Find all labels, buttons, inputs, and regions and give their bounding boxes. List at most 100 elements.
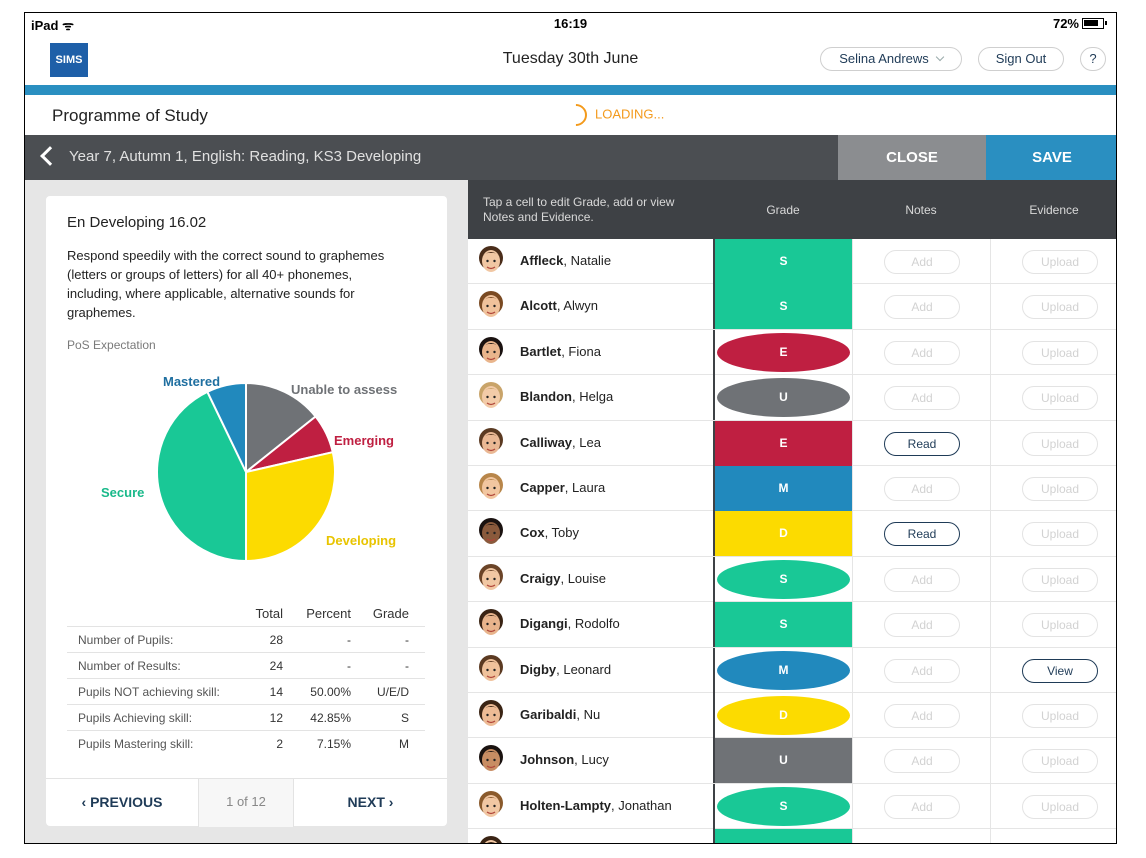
grade-badge[interactable]: S (715, 602, 852, 648)
table-row[interactable]: Blandon, Helga U Add Upload (468, 375, 1116, 421)
grade-badge[interactable] (715, 829, 852, 843)
grade-cell[interactable]: U (713, 375, 852, 421)
notes-cell[interactable]: Add (852, 375, 990, 421)
evidence-cell[interactable]: Upload (990, 329, 1116, 375)
evidence-cell[interactable]: Upload (990, 465, 1116, 511)
notes-cell[interactable]: Add (852, 329, 990, 375)
grade-cell[interactable]: U (713, 738, 852, 784)
evidence-button[interactable]: Upload (1022, 703, 1098, 728)
evidence-button[interactable]: View (1022, 658, 1098, 683)
grade-badge[interactable]: E (715, 420, 852, 466)
sign-out-button[interactable]: Sign Out (978, 47, 1064, 71)
help-button[interactable]: ? (1080, 47, 1106, 71)
notes-button[interactable]: Read (884, 522, 960, 547)
evidence-cell[interactable]: Upload (990, 783, 1116, 829)
grade-cell[interactable]: S (713, 602, 852, 648)
table-row[interactable]: Holten-Lampty, Jonathan S Add Upload (468, 783, 1116, 830)
evidence-cell[interactable]: Upload (990, 692, 1116, 738)
notes-cell[interactable]: Read (852, 420, 990, 466)
notes-button[interactable]: Add (884, 658, 960, 683)
pupil-name[interactable]: Digby, Leonard (520, 661, 612, 677)
pupil-name[interactable]: Calliway, Lea (520, 434, 601, 450)
notes-cell[interactable]: Add (852, 465, 990, 511)
evidence-button[interactable]: Upload (1022, 386, 1098, 411)
grade-cell[interactable]: S (713, 239, 852, 284)
grade-badge[interactable]: M (715, 465, 852, 511)
pupil-name[interactable]: Digangi, Rodolfo (520, 616, 620, 632)
pupil-name[interactable]: Cox, Toby (520, 525, 580, 541)
evidence-cell[interactable] (990, 829, 1116, 843)
evidence-button[interactable]: Upload (1022, 476, 1098, 501)
notes-cell[interactable]: Add (852, 239, 990, 284)
grade-cell[interactable]: S (713, 556, 852, 602)
notes-cell[interactable]: Add (852, 738, 990, 784)
pupil-name[interactable]: Blandon, Helga (520, 389, 614, 405)
evidence-button[interactable]: Upload (1022, 794, 1098, 819)
notes-cell[interactable]: Add (852, 692, 990, 738)
notes-cell[interactable]: Add (852, 556, 990, 602)
close-button[interactable]: CLOSE (838, 135, 986, 180)
pupil-list[interactable]: Affleck, Natalie S Add Upload Alcott, Alwyn S… (468, 239, 1116, 843)
evidence-button[interactable]: Upload (1022, 613, 1098, 638)
grade-cell[interactable]: E (713, 329, 852, 375)
evidence-cell[interactable]: Upload (990, 284, 1116, 330)
notes-button[interactable]: Add (884, 386, 960, 411)
grade-cell[interactable]: E (713, 420, 852, 466)
evidence-cell[interactable]: Upload (990, 602, 1116, 648)
pupil-name[interactable]: Alcott, Alwyn (520, 298, 599, 314)
notes-button[interactable]: Add (884, 476, 960, 501)
evidence-cell[interactable]: Upload (990, 239, 1116, 284)
pupil-name[interactable]: Garibaldi, Nu (520, 706, 601, 722)
grade-cell[interactable]: M (713, 647, 852, 693)
pupil-name[interactable]: Bartlet, Fiona (520, 343, 601, 359)
notes-cell[interactable]: Add (852, 284, 990, 330)
grade-badge[interactable]: D (715, 511, 852, 557)
pupil-name[interactable]: Capper, Laura (520, 479, 606, 495)
sims-logo[interactable]: SIMS (50, 43, 88, 77)
grade-badge[interactable]: U (715, 738, 852, 784)
grade-cell[interactable]: S (713, 783, 852, 829)
pupil-name[interactable]: Holten-Lampty, Jonathan (520, 797, 672, 813)
evidence-button[interactable]: Upload (1022, 522, 1098, 547)
grade-cell[interactable]: M (713, 465, 852, 511)
grade-badge[interactable]: M (717, 650, 850, 690)
grade-cell[interactable]: S (713, 284, 852, 330)
grade-badge[interactable]: S (717, 559, 850, 599)
table-row[interactable] (468, 829, 1116, 843)
table-row[interactable]: Calliway, Lea E Read Upload (468, 420, 1116, 466)
notes-cell[interactable]: Add (852, 602, 990, 648)
notes-cell[interactable]: Add (852, 783, 990, 829)
notes-cell[interactable] (852, 829, 990, 843)
previous-button[interactable]: ‹ PREVIOUS (81, 794, 163, 810)
grade-badge[interactable]: E (717, 332, 850, 372)
evidence-cell[interactable]: Upload (990, 375, 1116, 421)
notes-button[interactable]: Add (884, 613, 960, 638)
evidence-button[interactable]: Upload (1022, 295, 1098, 320)
notes-cell[interactable]: Add (852, 647, 990, 693)
notes-button[interactable]: Add (884, 567, 960, 592)
back-chevron-icon[interactable] (40, 146, 60, 166)
evidence-cell[interactable]: Upload (990, 738, 1116, 784)
user-menu-button[interactable]: Selina Andrews (820, 47, 962, 71)
evidence-button[interactable]: Upload (1022, 250, 1098, 274)
grade-badge[interactable]: D (717, 695, 850, 735)
pupil-name[interactable]: Craigy, Louise (520, 570, 607, 586)
evidence-button[interactable]: Upload (1022, 340, 1098, 365)
notes-button[interactable]: Read (884, 431, 960, 456)
table-row[interactable]: Garibaldi, Nu D Add Upload (468, 692, 1116, 739)
evidence-button[interactable]: Upload (1022, 749, 1098, 774)
pupil-name[interactable]: Affleck, Natalie (520, 253, 612, 268)
table-row[interactable]: Alcott, Alwyn S Add Upload (468, 284, 1116, 330)
pupil-name[interactable]: Johnson, Lucy (520, 752, 609, 768)
table-row[interactable]: Johnson, Lucy U Add Upload (468, 738, 1116, 784)
table-row[interactable]: Craigy, Louise S Add Upload (468, 556, 1116, 603)
evidence-button[interactable]: Upload (1022, 431, 1098, 456)
grade-badge[interactable]: S (715, 239, 852, 284)
evidence-cell[interactable]: Upload (990, 511, 1116, 557)
table-row[interactable]: Digby, Leonard M Add View (468, 647, 1116, 693)
grade-cell[interactable] (713, 829, 852, 843)
grade-badge[interactable]: S (715, 284, 852, 330)
grade-cell[interactable]: D (713, 692, 852, 738)
table-row[interactable]: Bartlet, Fiona E Add Upload (468, 329, 1116, 376)
evidence-button[interactable]: Upload (1022, 567, 1098, 592)
